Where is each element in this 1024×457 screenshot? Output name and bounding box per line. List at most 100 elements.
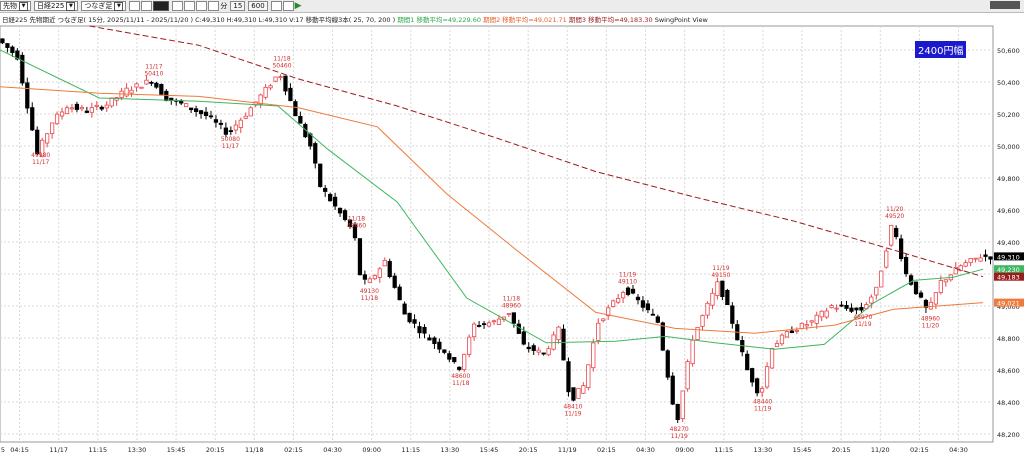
- candle-down: [918, 292, 924, 298]
- swing-price-label: 49980: [31, 152, 50, 159]
- candle-down: [452, 357, 457, 363]
- candle-up: [759, 388, 765, 393]
- candle-up: [829, 305, 834, 309]
- swing-price-label: 49110: [618, 278, 637, 285]
- swing-price-label: 50410: [144, 70, 163, 77]
- count-field[interactable]: 600: [248, 1, 268, 11]
- candle-up: [596, 322, 601, 341]
- candle-down: [25, 82, 30, 109]
- color-swatch[interactable]: [153, 1, 170, 11]
- candle-up: [45, 133, 50, 144]
- ma-70-line: [0, 86, 984, 334]
- candle-down: [328, 193, 333, 202]
- candle-down: [442, 349, 447, 353]
- toolbar: 先物 ▼ 日経225 ▼ つなぎ足 ▼ 分 15 600 ▶: [0, 0, 1024, 13]
- candle-down: [913, 281, 919, 295]
- ma-price-tag-bg: [994, 298, 1024, 307]
- candle-down: [526, 346, 531, 350]
- swing-price-label: 49520: [885, 213, 904, 220]
- candle-up: [576, 387, 581, 399]
- candle-up: [794, 330, 799, 332]
- candle-down: [675, 403, 680, 421]
- candle-up: [258, 94, 263, 105]
- candle-up: [551, 334, 556, 350]
- x-tick-label: 13:30: [128, 446, 147, 454]
- candle-down: [283, 75, 288, 92]
- x-tick-label: 15:45: [480, 446, 499, 454]
- ma-price-tag: 49,183: [997, 274, 1020, 282]
- candle-down: [755, 378, 760, 394]
- candle-up: [586, 364, 591, 388]
- candle-up: [462, 353, 467, 371]
- candle-down: [223, 127, 229, 135]
- swing-price-label: 48270: [670, 426, 689, 433]
- chart-info-line: 日経225 先物期近 つなぎ足( 15分, 2025/11/11 - 2025/…: [2, 14, 708, 24]
- candle-up: [139, 86, 144, 89]
- x-tick-label: 09:00: [675, 446, 694, 454]
- y-tick-label: 49,800: [997, 175, 1020, 183]
- candle-up: [690, 339, 695, 365]
- candle-down: [521, 331, 526, 345]
- candle-up: [705, 302, 710, 316]
- swing-price-label: 48600: [451, 373, 470, 380]
- x-tick-label: 11/17: [49, 446, 68, 454]
- candle-down: [899, 238, 904, 260]
- swing-date-label: 11/19: [754, 406, 771, 413]
- instrument-value: 先物: [3, 2, 17, 10]
- toolbar-button-3[interactable]: [172, 1, 184, 11]
- candlestick-chart[interactable]: 50,600 50,400 50,200 50,000 49,800 49,600 49,4…: [0, 22, 1024, 457]
- x-tick-label: 02:15: [910, 446, 929, 454]
- swing-date-label: 11/18: [452, 380, 469, 387]
- swing-date-label: 11/20: [886, 206, 903, 213]
- contract-select[interactable]: つなぎ足 ▼: [81, 1, 127, 11]
- interval-field[interactable]: 15: [230, 1, 246, 11]
- y-tick-label: 49,400: [997, 239, 1020, 247]
- candle-down: [342, 210, 348, 220]
- candle-down: [908, 275, 914, 285]
- toolbar-button-8[interactable]: [282, 1, 294, 11]
- toolbar-button-6[interactable]: [208, 1, 220, 11]
- x-tick-label: 11:15: [401, 446, 420, 454]
- play-icon[interactable]: ▶: [294, 1, 302, 11]
- toolbar-button-2[interactable]: [141, 1, 153, 11]
- symbol-select[interactable]: 日経225 ▼: [34, 1, 79, 11]
- swing-price-label: 48960: [502, 302, 521, 309]
- candle-down: [218, 122, 224, 125]
- candle-down: [655, 316, 660, 323]
- candle-up: [933, 292, 938, 305]
- toolbar-button-4[interactable]: [184, 1, 196, 11]
- x-tick-label: 5: [1, 446, 5, 454]
- candle-up: [546, 348, 551, 356]
- x-tick-label: 04:15: [10, 446, 29, 454]
- toolbar-button-7[interactable]: [270, 1, 282, 11]
- candle-down: [481, 323, 487, 326]
- candle-up: [109, 97, 114, 107]
- candle-up: [467, 336, 472, 355]
- candle-up: [824, 310, 829, 318]
- x-tick-label: 15:45: [167, 446, 186, 454]
- x-tick-label: 20:15: [832, 446, 851, 454]
- x-tick-label: 11:15: [88, 446, 107, 454]
- candle-up: [89, 107, 94, 113]
- candle-down: [983, 254, 988, 257]
- instrument-select[interactable]: 先物 ▼: [0, 1, 31, 11]
- window-control[interactable]: [990, 1, 1020, 9]
- candle-down: [213, 119, 219, 123]
- toolbar-button-5[interactable]: [196, 1, 208, 11]
- candle-down: [645, 303, 651, 311]
- candle-up: [248, 107, 253, 117]
- y-tick-label: 49,000: [997, 303, 1020, 311]
- candle-down: [99, 106, 104, 110]
- candle-down: [412, 319, 417, 324]
- toolbar-button-1[interactable]: [129, 1, 141, 11]
- info-text: 日経225 先物期近 つなぎ足( 15分, 2025/11/11 - 2025/…: [2, 16, 396, 24]
- swing-price-label: 49460: [347, 222, 366, 229]
- x-tick-label: 11/18: [245, 446, 264, 454]
- candle-down: [571, 387, 576, 401]
- y-tick-label: 48,200: [997, 431, 1020, 439]
- candle-up: [129, 89, 134, 94]
- candle-down: [154, 82, 159, 88]
- candle-down: [357, 238, 363, 276]
- candle-up: [779, 334, 785, 345]
- candle-up: [710, 292, 715, 306]
